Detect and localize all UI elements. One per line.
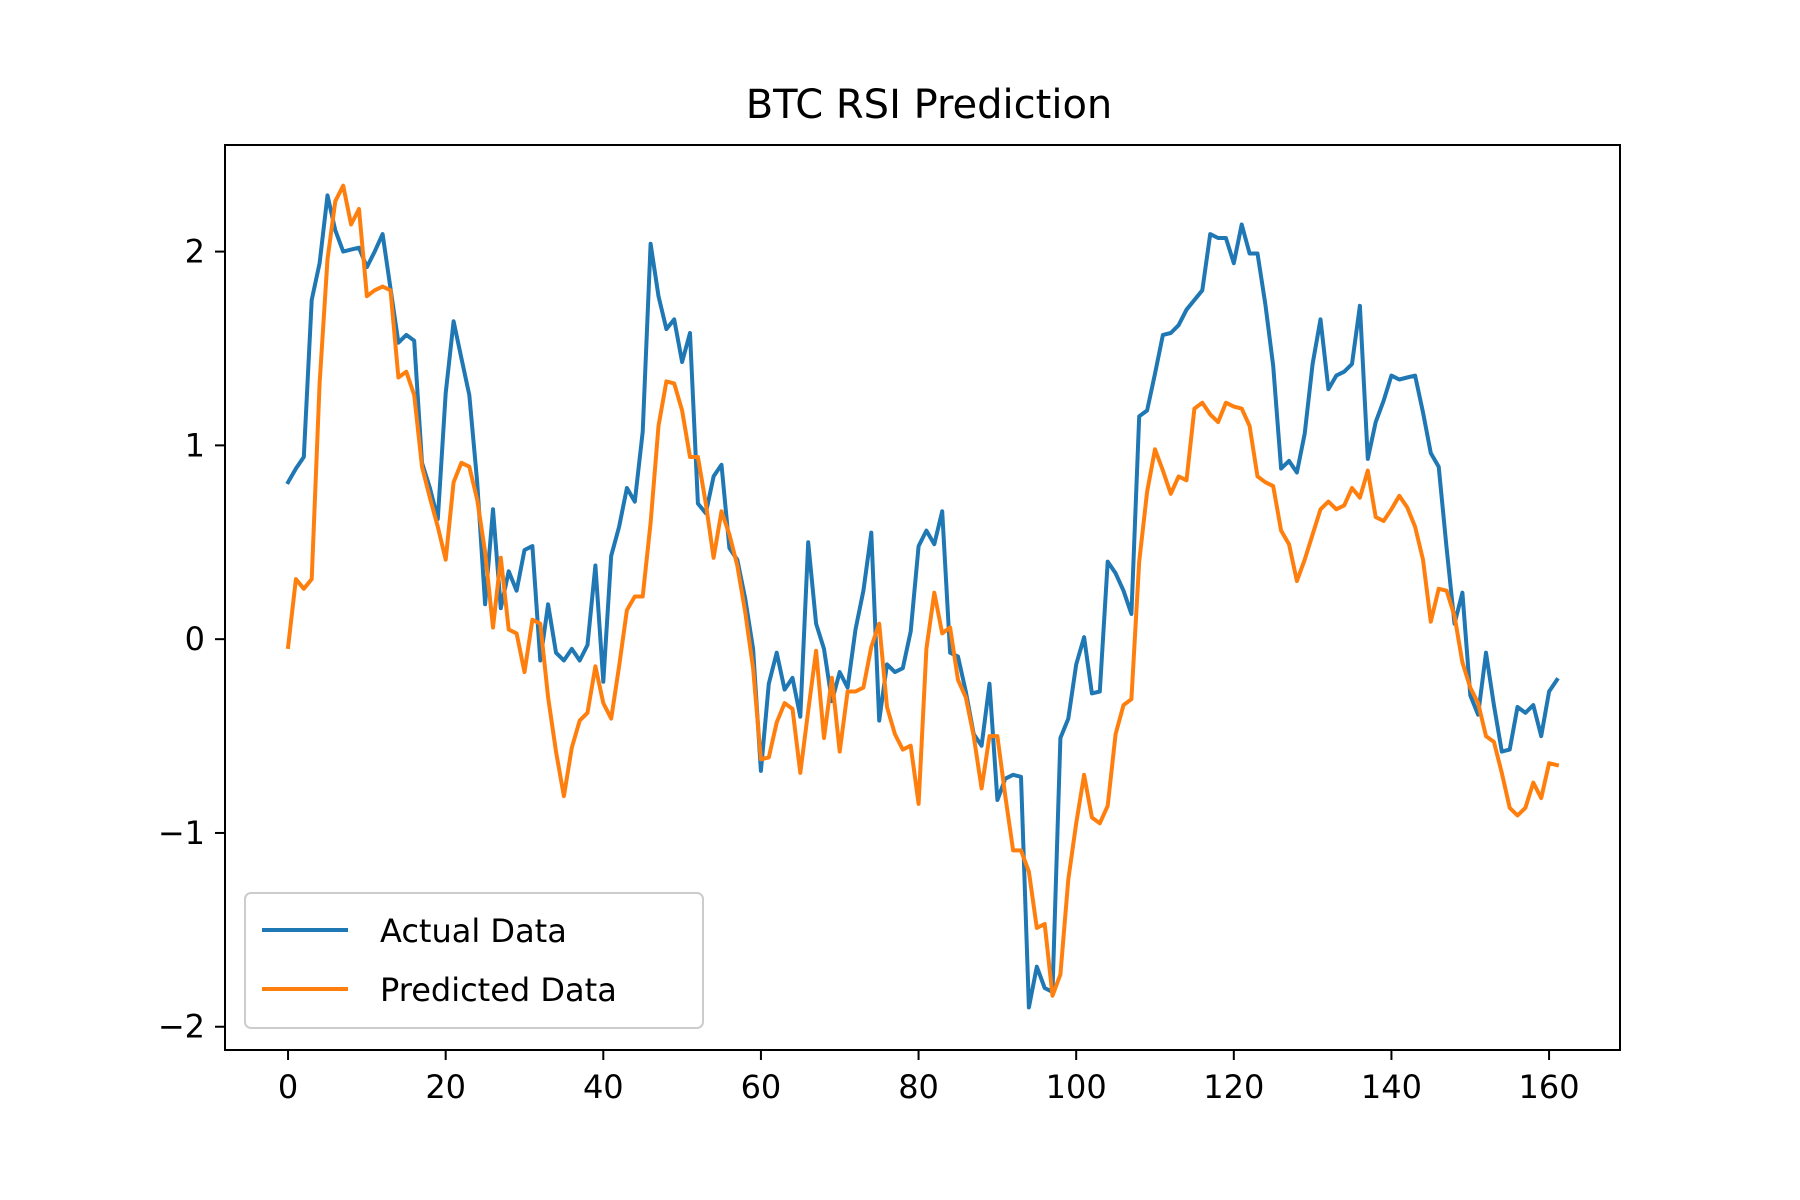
series-line-actual — [285, 193, 1560, 1010]
y-tick-label: 0 — [185, 620, 205, 658]
x-tick-label: 0 — [278, 1068, 298, 1106]
y-axis: −2 −1 0 1 2 — [158, 233, 225, 1046]
y-tick-label: −1 — [158, 814, 205, 852]
y-tick-label: 1 — [185, 426, 205, 464]
x-tick-label: 20 — [425, 1068, 466, 1106]
legend-box — [244, 892, 704, 1029]
x-tick-label: 140 — [1361, 1068, 1422, 1106]
x-tick-label: 40 — [583, 1068, 624, 1106]
x-axis: 0 20 40 60 80 100 120 140 160 — [278, 1050, 1580, 1106]
plot-lines — [285, 183, 1560, 1010]
y-tick-label: −2 — [158, 1008, 205, 1046]
x-tick-label: 60 — [741, 1068, 782, 1106]
plot-area-frame — [224, 144, 1621, 1051]
series-line-predicted — [285, 183, 1560, 998]
x-tick-label: 80 — [898, 1068, 939, 1106]
y-tick-label: 2 — [185, 233, 205, 271]
x-tick-label: 120 — [1203, 1068, 1264, 1106]
legend: Actual Data Predicted Data — [244, 892, 704, 1029]
legend-label-actual: Actual Data — [380, 912, 567, 950]
x-tick-label: 160 — [1519, 1068, 1580, 1106]
chart-title: BTC RSI Prediction — [746, 82, 1113, 128]
legend-label-predicted: Predicted Data — [380, 971, 617, 1009]
x-tick-label: 100 — [1046, 1068, 1107, 1106]
